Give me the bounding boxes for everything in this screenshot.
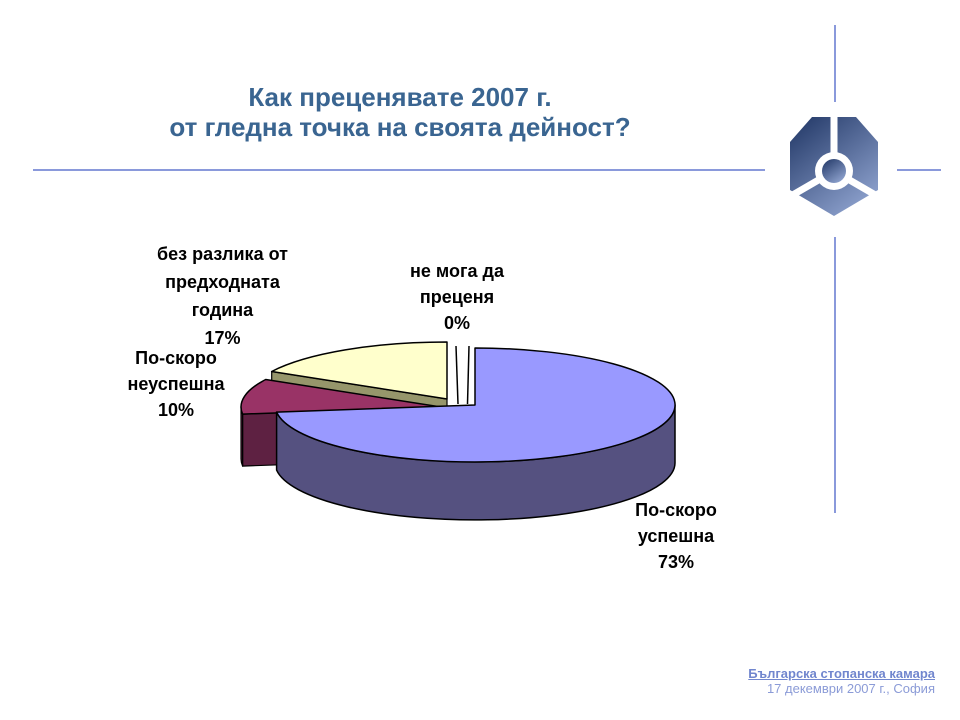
right-vertical-line-top — [834, 25, 836, 102]
title-line-1: Как преценявате 2007 г. — [248, 82, 552, 112]
pie-slice-cannotjudge — [455, 345, 470, 405]
pie-label-unsuccessful: По-скоро неуспешна 10% — [96, 345, 256, 423]
pie-label-line: неуспешна — [127, 374, 225, 394]
title-divider-line — [33, 169, 765, 171]
pie-label-cannotjudge: не мога да преценя 0% — [377, 258, 537, 336]
pie-label-value: 17% — [204, 328, 241, 348]
pie-label-line: успешна — [637, 526, 715, 546]
pie-slice-nodiff-top — [270, 341, 448, 400]
company-logo-icon — [782, 110, 886, 216]
pie-label-line: не мога да — [410, 261, 504, 281]
pie-label-line: По-скоро — [135, 348, 217, 368]
pie-slice-successful-top — [275, 347, 676, 463]
pie-label-value: 10% — [157, 400, 195, 420]
footer: Българска стопанска камара 17 декември 2… — [748, 666, 935, 696]
pie-label-successful: По-скоро успешна 73% — [596, 497, 756, 575]
right-vertical-line-bottom — [834, 237, 836, 513]
pie-slice-successful — [275, 347, 676, 521]
pie-label-line: преценя — [419, 287, 495, 307]
pie-label-line: година — [191, 300, 254, 320]
pie-label-nodiff: без разлика от предходната година 17% — [120, 240, 325, 352]
footer-date: 17 декември 2007 г., София — [766, 681, 935, 696]
pie-label-line: По-скоро — [635, 500, 717, 520]
logo-horizontal-line — [897, 169, 941, 171]
pie-slice-unsuccessful-top — [240, 378, 442, 415]
pie-label-line: предходната — [165, 272, 280, 292]
pie-label-value: 0% — [443, 313, 470, 333]
pie-label-line: без разлика от — [157, 244, 288, 264]
pie-chart — [240, 341, 676, 521]
logo-center-dot — [822, 159, 846, 183]
pie-label-value: 73% — [657, 552, 695, 572]
title-line-2: от гледна точка на своята дейност? — [169, 112, 631, 142]
footer-org-link[interactable]: Българска стопанска камара — [748, 666, 935, 681]
page-title: Как преценявате 2007 г. от гледна точка … — [30, 82, 770, 142]
